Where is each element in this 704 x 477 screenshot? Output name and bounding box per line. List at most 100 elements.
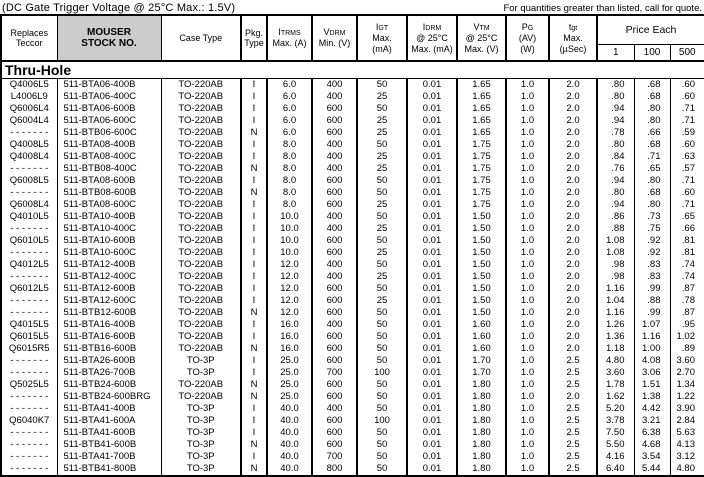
pkg-type-cell: I: [240, 367, 267, 379]
vdrm-min-cell: 600: [311, 343, 357, 355]
tgt-max-cell: 2.5: [548, 427, 597, 439]
product-row: Q6040K7 511-BTA41-600A TO-3P I 40.0 600 100 0.0…: [1, 415, 704, 427]
vdrm-min-cell: 600: [311, 199, 357, 211]
price-500-cell: .60: [669, 78, 704, 91]
replaces-teccor-cell: Q4008L5: [9, 139, 49, 150]
pg-av-cell: 1.0: [505, 247, 549, 259]
pg-av-cell: 1.0: [505, 391, 549, 403]
price-500-cell: .87: [669, 307, 704, 319]
pkg-type-cell: N: [240, 163, 267, 175]
pkg-type-cell: I: [240, 427, 267, 439]
itrms-max-cell: 12.0: [266, 283, 312, 295]
idrm-max-cell: 0.01: [406, 379, 457, 391]
itrms-max-cell: 6.0: [266, 115, 312, 127]
itrms-max-cell: 40.0: [266, 463, 312, 476]
price-1-cell: .98: [596, 271, 634, 283]
replaces-teccor-cell: - - - - - - -: [10, 367, 49, 378]
pkg-type-cell: I: [240, 235, 267, 247]
case-type-cell: TO-220AB: [160, 223, 241, 235]
mouser-stock-no-cell: 511-BTA26-600B: [56, 355, 161, 367]
price-100-cell: .80: [633, 103, 670, 115]
igt-max-cell: 50: [356, 139, 407, 151]
pg-av-cell: 1.0: [505, 415, 549, 427]
price-500-cell: 3.60: [669, 355, 704, 367]
igt-max-cell: 50: [356, 78, 407, 91]
price-500-cell: 3.90: [669, 403, 704, 415]
replaces-teccor-cell: Q6004L4: [9, 115, 49, 126]
product-row: - - - - - - - 511-BTB24-600BRG TO-220AB N 25…: [1, 391, 704, 403]
price-100-cell: 3.21: [633, 415, 670, 427]
igt-max-cell: 25: [356, 91, 407, 103]
column-header-tgt: tgt Max. (µSec): [548, 15, 597, 61]
price-500-cell: .81: [669, 235, 704, 247]
pg-av-cell: 1.0: [505, 319, 549, 331]
pg-av-cell: 1.0: [505, 103, 549, 115]
product-row: Q6010L5 511-BTA10-600B TO-220AB I 10.0 600 50 0…: [1, 235, 704, 247]
pg-av-cell: 1.0: [505, 331, 549, 343]
itrms-max-cell: 8.0: [266, 199, 312, 211]
price-500-cell: 1.34: [669, 379, 704, 391]
mouser-stock-no-cell: 511-BTA08-400C: [56, 151, 161, 163]
igt-max-cell: 50: [356, 391, 407, 403]
product-row: Q4015L5 511-BTA16-400B TO-220AB I 16.0 400 50 0…: [1, 319, 704, 331]
price-500-cell: .60: [669, 187, 704, 199]
itrms-max-cell: 8.0: [266, 175, 312, 187]
idrm-max-cell: 0.01: [406, 307, 457, 319]
itrms-max-cell: 25.0: [266, 391, 312, 403]
itrms-max-cell: 40.0: [266, 451, 312, 463]
replaces-teccor-cell: - - - - - - -: [10, 391, 49, 402]
pg-av-cell: 1.0: [505, 78, 549, 91]
pg-av-cell: 1.0: [505, 427, 549, 439]
igt-max-cell: 50: [356, 211, 407, 223]
case-type-cell: TO-220AB: [160, 211, 241, 223]
idrm-max-cell: 0.01: [406, 115, 457, 127]
vdrm-min-cell: 400: [311, 163, 357, 175]
replaces-teccor-cell: - - - - - - -: [10, 463, 49, 474]
product-row: Q6015L5 511-BTA16-600B TO-220AB I 16.0 600 50 0…: [1, 331, 704, 343]
igt-max-cell: 50: [356, 451, 407, 463]
igt-max-cell: 50: [356, 439, 407, 451]
pkg-type-cell: N: [240, 127, 267, 139]
vtm-max-cell: 1.50: [456, 223, 506, 235]
pkg-type-cell: N: [240, 187, 267, 199]
replaces-teccor-cell: - - - - - - -: [10, 307, 49, 318]
price-1-cell: 1.36: [596, 331, 634, 343]
idrm-max-cell: 0.01: [406, 235, 457, 247]
case-type-cell: TO-220AB: [160, 115, 241, 127]
mouser-stock-no-cell: 511-BTB24-600B: [56, 379, 161, 391]
mouser-stock-no-cell: 511-BTB41-800B: [56, 463, 161, 476]
product-price-table: Replaces Teccor MOUSER STOCK NO. Case Ty…: [0, 14, 704, 477]
quantity-quote-note: For quantities greater than listed, call…: [503, 3, 702, 14]
price-500-cell: .63: [669, 151, 704, 163]
tgt-max-cell: 2.5: [548, 367, 597, 379]
vtm-max-cell: 1.80: [456, 463, 506, 476]
price-500-cell: .65: [669, 211, 704, 223]
price-500-cell: .78: [669, 295, 704, 307]
tgt-max-cell: 2.0: [548, 283, 597, 295]
mouser-stock-no-cell: 511-BTB16-600B: [56, 343, 161, 355]
mouser-stock-no-cell: 511-BTA06-600C: [56, 115, 161, 127]
mouser-stock-no-cell: 511-BTB08-400C: [56, 163, 161, 175]
pkg-type-cell: I: [240, 211, 267, 223]
vdrm-min-cell: 600: [311, 115, 357, 127]
product-row: Q6004L4 511-BTA06-600C TO-220AB I 6.0 600 25 0.…: [1, 115, 704, 127]
vtm-max-cell: 1.50: [456, 211, 506, 223]
itrms-max-cell: 8.0: [266, 151, 312, 163]
product-row: - - - - - - - 511-BTB08-400C TO-220AB N 8.0 4…: [1, 163, 704, 175]
vtm-max-cell: 1.60: [456, 343, 506, 355]
pg-av-cell: 1.0: [505, 451, 549, 463]
price-100-cell: .68: [633, 139, 670, 151]
price-100-cell: .68: [633, 187, 670, 199]
price-1-cell: .80: [596, 78, 634, 91]
price-100-cell: .99: [633, 283, 670, 295]
tgt-max-cell: 2.0: [548, 295, 597, 307]
itrms-max-cell: 10.0: [266, 235, 312, 247]
igt-max-cell: 50: [356, 235, 407, 247]
price-100-cell: .99: [633, 307, 670, 319]
tgt-max-cell: 2.0: [548, 78, 597, 91]
pg-av-cell: 1.0: [505, 295, 549, 307]
vdrm-min-cell: 400: [311, 223, 357, 235]
price-500-cell: .60: [669, 91, 704, 103]
price-100-cell: 1.51: [633, 379, 670, 391]
price-100-cell: 3.06: [633, 367, 670, 379]
